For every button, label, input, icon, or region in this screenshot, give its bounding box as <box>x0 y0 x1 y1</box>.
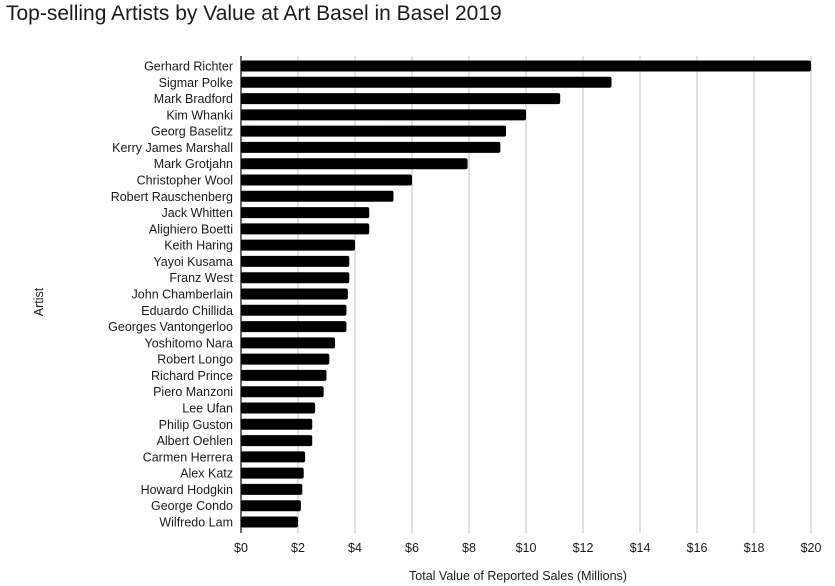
y-tick-labels: Gerhard Richter Sigmar Polke Mark Bradford… <box>108 60 233 530</box>
bar <box>241 255 350 267</box>
bar <box>241 125 507 137</box>
y-tick-label: Mark Bradford <box>154 92 233 106</box>
y-tick-label: Georg Baselitz <box>151 125 233 139</box>
y-tick-label: Gerhard Richter <box>144 60 233 74</box>
y-tick-label: Robert Longo <box>157 353 233 367</box>
y-tick-label: Georges Vantongerloo <box>108 320 233 334</box>
bar <box>241 483 303 495</box>
bar <box>241 451 306 463</box>
y-axis-title: Artist <box>32 287 46 316</box>
y-tick-label: Franz West <box>169 271 233 285</box>
y-tick-label: Yoshitomo Nara <box>145 336 234 350</box>
bar <box>241 223 370 235</box>
x-tick-label: $6 <box>405 541 419 555</box>
x-tick-label: $4 <box>348 541 362 555</box>
y-tick-label: Wilfredo Lam <box>159 516 233 530</box>
y-tick-label: Mark Grotjahn <box>154 157 233 171</box>
y-tick-label: Sigmar Polke <box>159 76 233 90</box>
bar <box>241 288 348 300</box>
bar <box>241 402 316 414</box>
y-tick-label: Alighiero Boetti <box>149 222 233 236</box>
y-tick-label: Yayoi Kusama <box>153 255 233 269</box>
y-tick-label: Robert Rauschenberg <box>111 190 233 204</box>
y-tick-label: John Chamberlain <box>132 288 233 302</box>
y-tick-label: Keith Haring <box>164 239 233 253</box>
bar <box>241 386 324 398</box>
x-tick-label: $18 <box>744 541 765 555</box>
bar <box>241 207 370 219</box>
bar <box>241 272 350 284</box>
y-tick-label: Howard Hodgkin <box>141 483 233 497</box>
x-axis-title: Total Value of Reported Sales (Millions) <box>409 569 627 583</box>
x-tick-labels: $0 $2 $4 $6 $8 $10 $12 $14 $16 $18 $20 <box>234 541 821 555</box>
bar <box>241 369 327 381</box>
x-tick-label: $2 <box>291 541 305 555</box>
y-tick-label: Kerry James Marshall <box>112 141 233 155</box>
bar <box>241 239 355 251</box>
bar <box>241 321 347 333</box>
x-tick-label: $10 <box>516 541 537 555</box>
bar <box>241 93 561 105</box>
bar <box>241 467 304 479</box>
x-tick-label: $8 <box>462 541 476 555</box>
bar <box>241 109 526 121</box>
y-tick-label: Carmen Herrera <box>143 450 233 464</box>
y-tick-label: Alex Katz <box>180 467 233 481</box>
bars <box>241 60 811 528</box>
x-tick-label: $14 <box>630 541 651 555</box>
bar <box>241 516 298 528</box>
bar <box>241 60 811 72</box>
bar <box>241 500 301 512</box>
y-tick-label: Jack Whitten <box>161 206 233 220</box>
x-tick-label: $16 <box>687 541 708 555</box>
bar <box>241 174 412 186</box>
bar <box>241 190 394 202</box>
x-tick-label: $12 <box>573 541 594 555</box>
y-tick-label: Lee Ufan <box>182 402 233 416</box>
y-tick-label: Piero Manzoni <box>153 385 233 399</box>
y-tick-label: Kim Whanki <box>166 108 233 122</box>
y-tick-label: George Condo <box>151 499 233 513</box>
chart-title: Top-selling Artists by Value at Art Base… <box>6 2 502 25</box>
bar <box>241 353 330 365</box>
y-tick-label: Albert Oehlen <box>157 434 233 448</box>
x-tick-label: $20 <box>801 541 822 555</box>
y-tick-label: Philip Guston <box>159 418 233 432</box>
bar <box>241 141 501 153</box>
y-tick-label: Richard Prince <box>151 369 233 383</box>
bar <box>241 418 313 430</box>
x-tick-label: $0 <box>234 541 248 555</box>
y-tick-label: Eduardo Chillida <box>141 304 233 318</box>
bar <box>241 158 468 170</box>
bar <box>241 337 336 349</box>
bar <box>241 76 612 88</box>
bar <box>241 304 347 316</box>
y-tick-label: Christopher Wool <box>137 174 233 188</box>
bar <box>241 435 313 447</box>
